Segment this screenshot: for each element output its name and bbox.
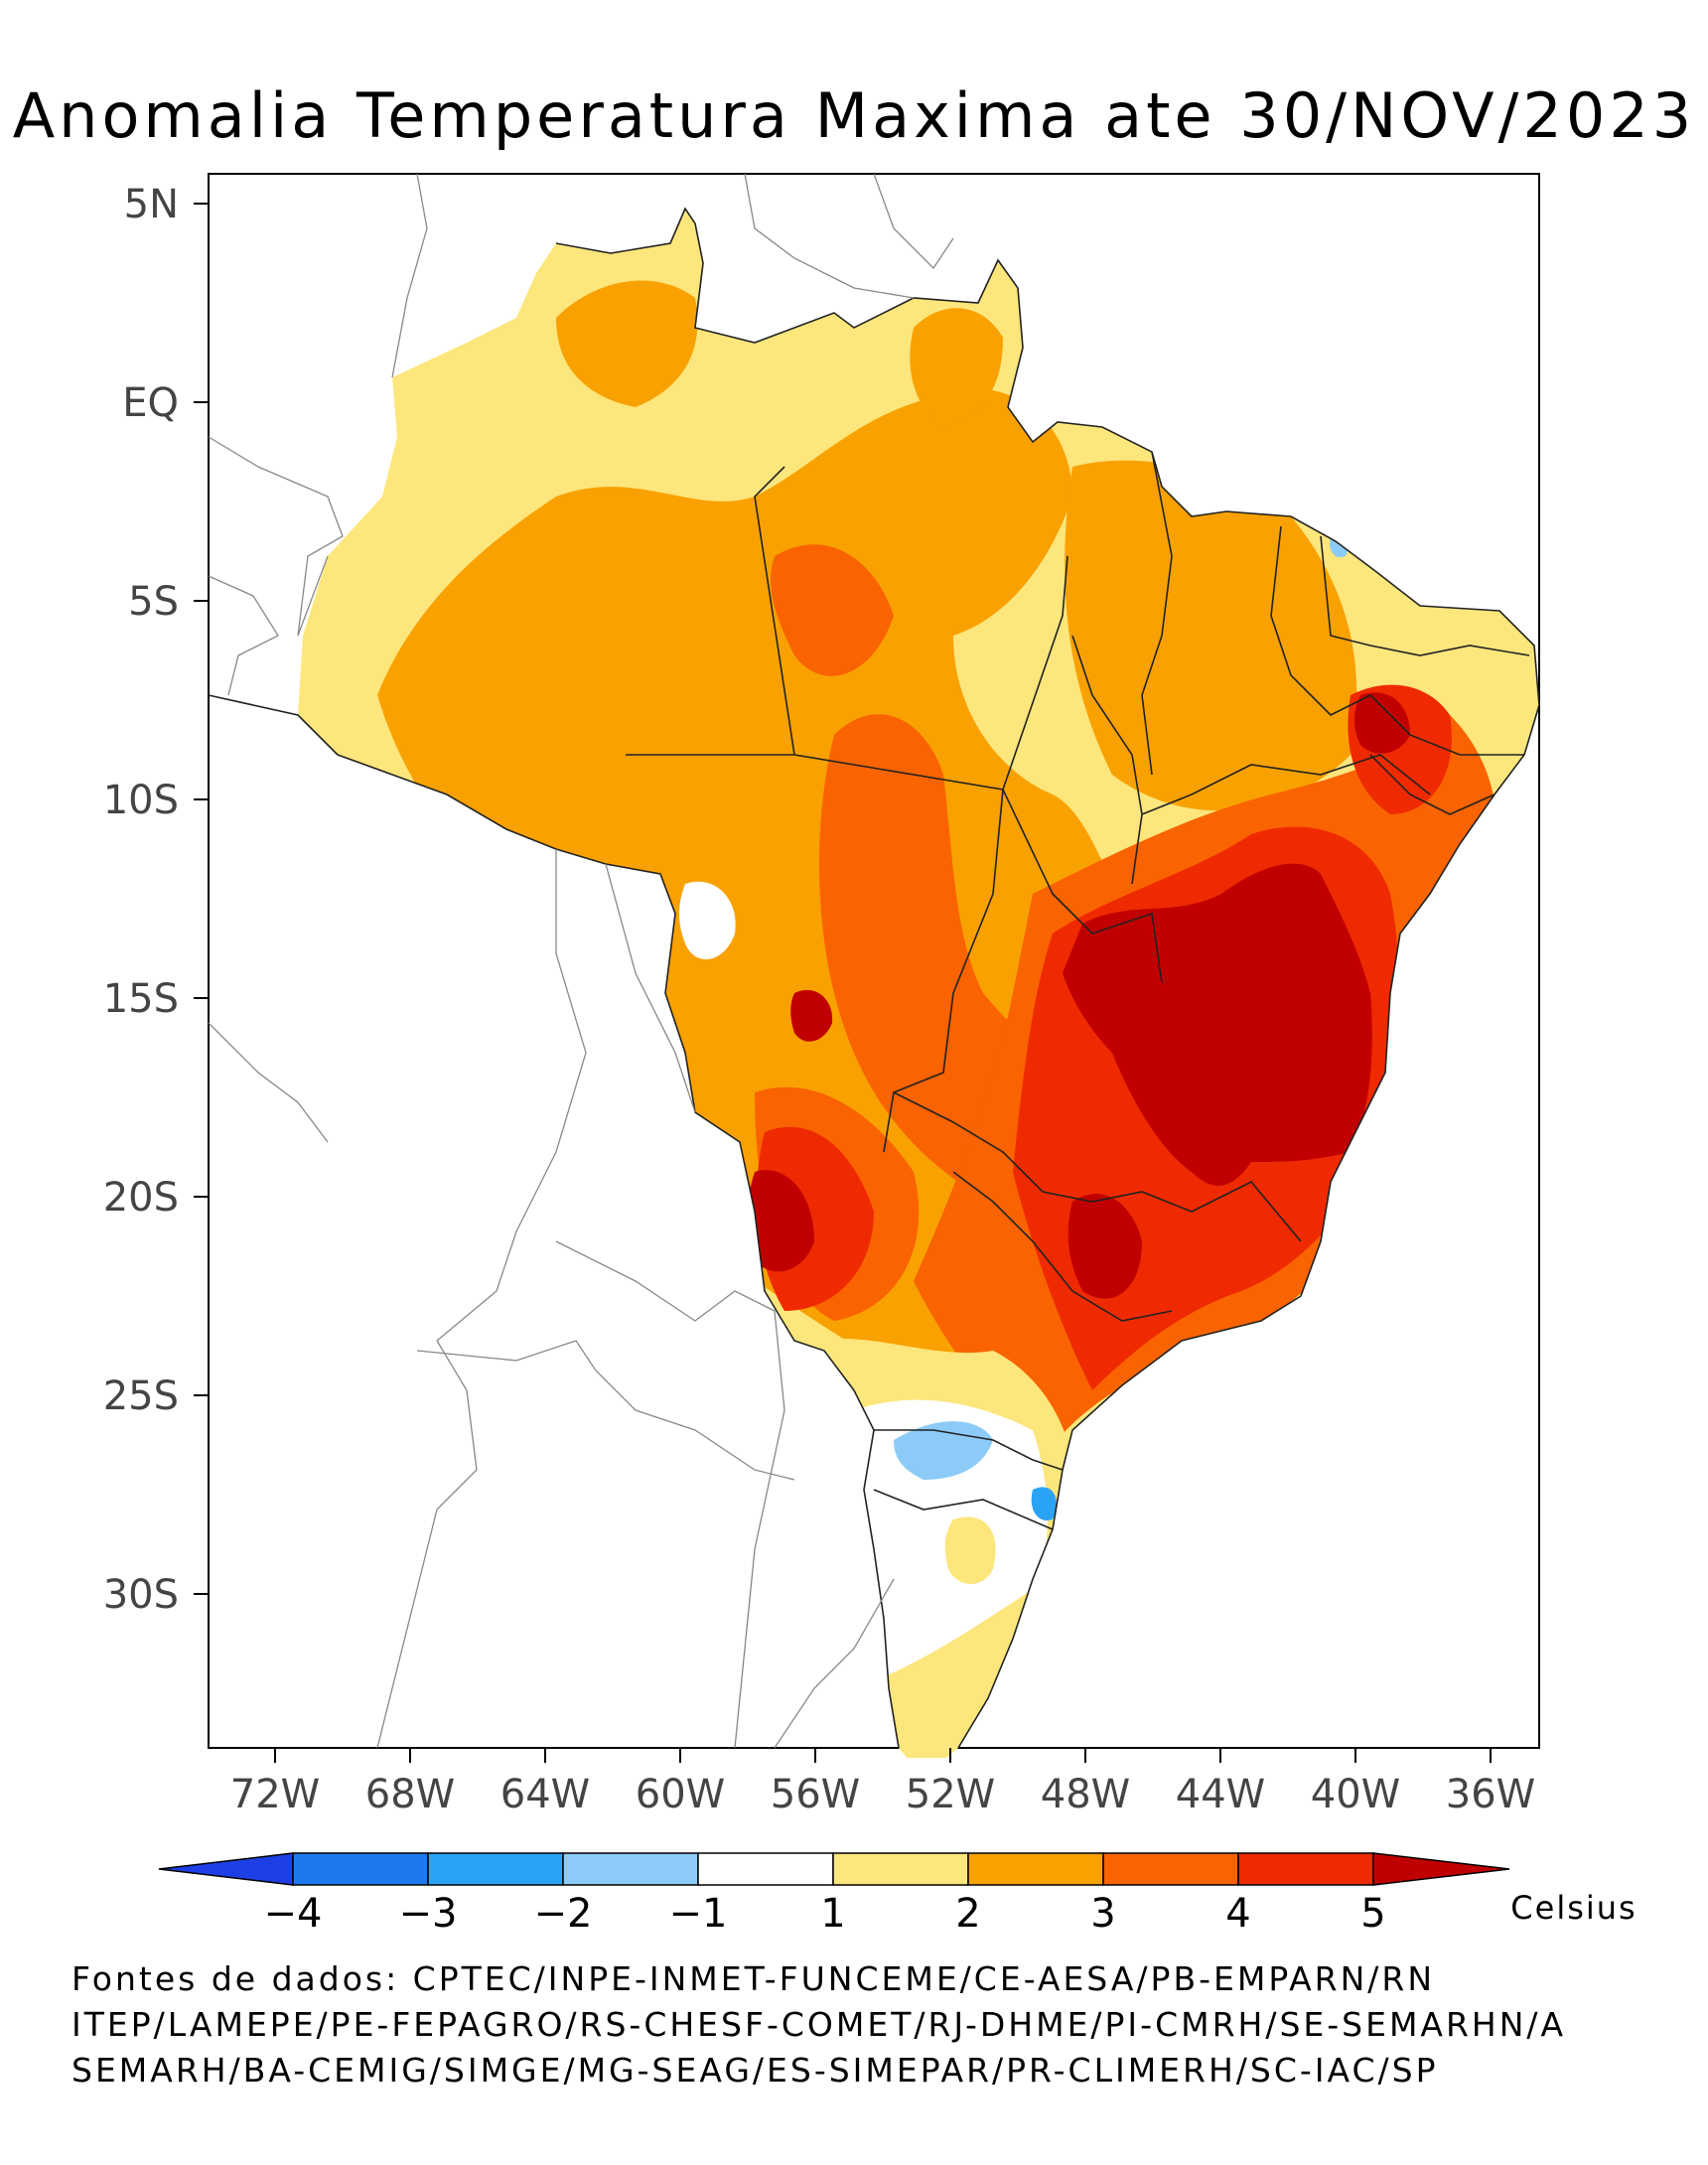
lat-tick-label: 25S <box>103 1373 179 1419</box>
sources-line: ITEP/LAMEPE/PE-FEPAGRO/RS-CHESF-COMET/RJ… <box>71 2005 1567 2044</box>
legend-label: −2 <box>534 1891 593 1937</box>
lon-tick-label: 68W <box>365 1772 455 1817</box>
legend-swatch <box>967 1852 1104 1886</box>
legend-swatch <box>1102 1852 1239 1886</box>
sources-line: Fontes de dados: CPTEC/INPE-INMET-FUNCEM… <box>71 1959 1436 1998</box>
lon-axis: 72W 68W 64W 60W 56W 52W 48W 44W 40W 36W <box>230 1748 1535 1817</box>
lat-tick-label: 10S <box>103 778 179 823</box>
lon-tick-label: 72W <box>230 1772 320 1817</box>
lon-tick-label: 40W <box>1311 1772 1400 1817</box>
lon-tick-label: 44W <box>1176 1772 1265 1817</box>
lat-axis: 5N EQ 5S 10S 15S 20S 25S 30S <box>103 182 209 1618</box>
legend-swatch <box>562 1852 699 1886</box>
lat-tick-label: 5N <box>124 182 179 227</box>
legend-label: 4 <box>1225 1891 1250 1937</box>
legend-arrow-high <box>1372 1852 1510 1886</box>
legend-arrow-low <box>158 1852 294 1886</box>
legend-label: 3 <box>1090 1891 1115 1937</box>
legend-label: 2 <box>955 1891 980 1937</box>
map-title: Anomalia Temperatura Maxima ate 30/NOV/2… <box>12 79 1696 152</box>
legend-label: −4 <box>264 1891 323 1937</box>
lon-tick-label: 52W <box>906 1772 995 1817</box>
neighbor-boundaries <box>208 173 954 1749</box>
legend-label: −3 <box>399 1891 458 1937</box>
sources-line: SEMARH/BA-CEMIG/SIMGE/MG-SEAG/ES-SIMEPAR… <box>71 2051 1439 2090</box>
legend-units: Celsius <box>1510 1889 1637 1927</box>
lon-tick-label: 56W <box>771 1772 860 1817</box>
data-sources: Fontes de dados: CPTEC/INPE-INMET-FUNCEM… <box>71 1956 1566 2093</box>
legend-label: 1 <box>820 1891 845 1937</box>
lon-tick-label: 36W <box>1446 1772 1535 1817</box>
lat-tick-label: 30S <box>103 1572 179 1618</box>
lat-tick-label: 5S <box>128 579 179 625</box>
color-legend: −4 −3 −2 −1 1 2 3 4 5 Celsius <box>158 1852 1637 1937</box>
lat-tick-label: 15S <box>103 976 179 1022</box>
lat-tick-label: EQ <box>122 380 179 426</box>
legend-swatch <box>292 1852 429 1886</box>
lon-tick-label: 60W <box>636 1772 725 1817</box>
legend-label: −1 <box>669 1891 728 1937</box>
legend-swatch <box>697 1852 834 1886</box>
legend-swatch <box>1237 1852 1374 1886</box>
legend-label: 5 <box>1360 1891 1385 1937</box>
lat-tick-label: 20S <box>103 1175 179 1221</box>
legend-swatch <box>832 1852 969 1886</box>
lon-tick-label: 48W <box>1041 1772 1130 1817</box>
lon-tick-label: 64W <box>500 1772 590 1817</box>
legend-swatch <box>427 1852 564 1886</box>
